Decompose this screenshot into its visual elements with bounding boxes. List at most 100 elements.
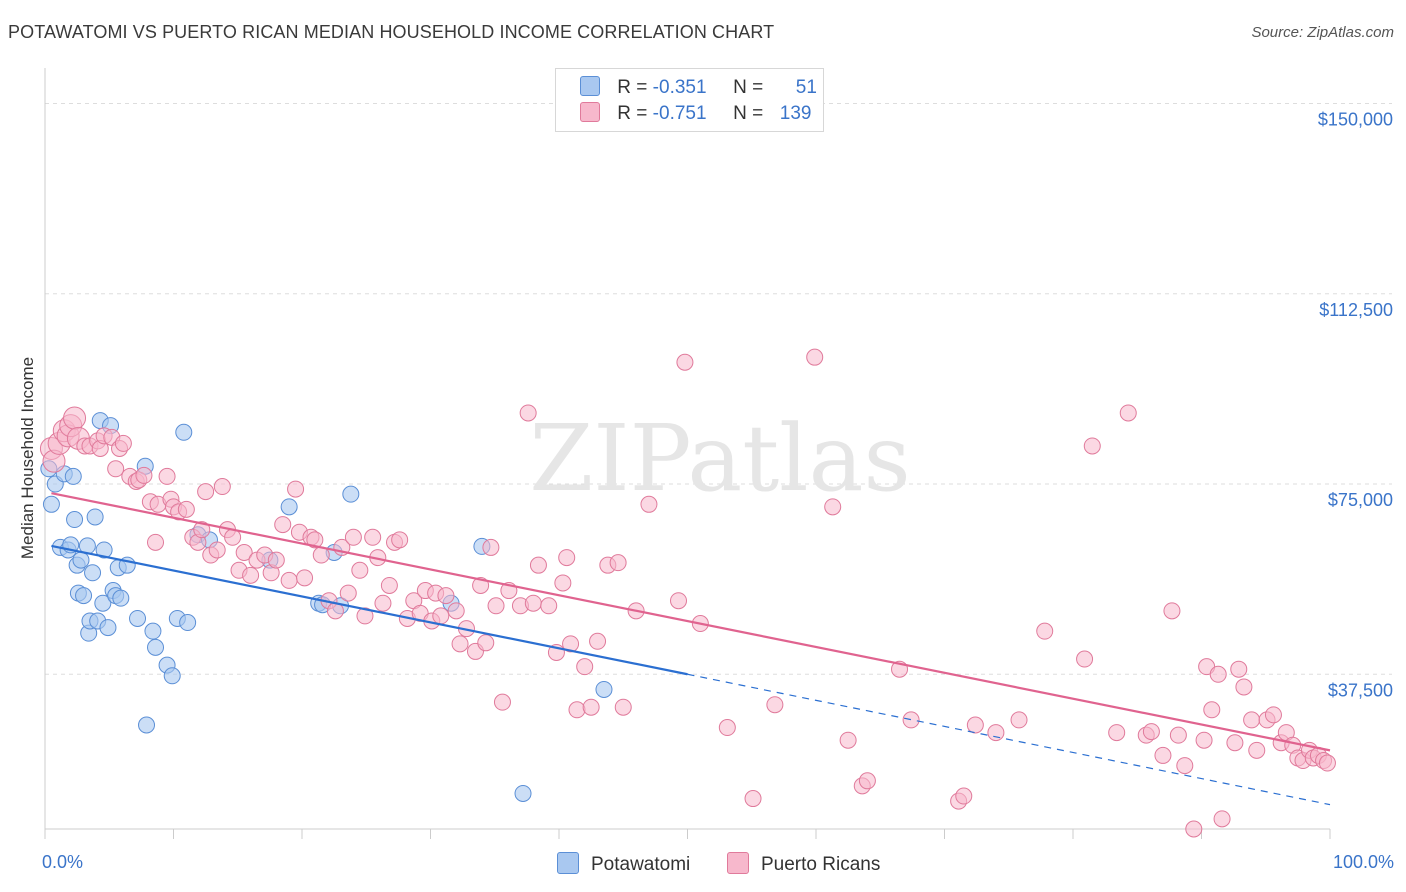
legend-n-value: 51 (795, 77, 817, 98)
data-point (1076, 650, 1094, 668)
data-point (75, 587, 93, 605)
data-point (1243, 711, 1261, 729)
data-point (1154, 746, 1172, 764)
data-point (72, 551, 90, 569)
data-point (514, 784, 532, 802)
data-point (147, 638, 165, 656)
data-point (437, 587, 455, 605)
y-axis-label: Median Household Income (18, 356, 37, 560)
y-tick-label: $112,500 (1319, 300, 1393, 320)
data-point (213, 478, 231, 496)
bottom-legend-swatch-pink (727, 852, 749, 874)
data-point (1036, 622, 1054, 640)
data-point (147, 533, 165, 551)
bottom-legend-puerto-ricans: Puerto Ricans (727, 852, 880, 876)
data-point (356, 607, 374, 625)
trend-lines (51, 492, 1331, 806)
legend-r-label: R = (617, 77, 648, 98)
data-point (84, 564, 102, 582)
data-point (1209, 665, 1227, 683)
legend-n-label: N = (733, 77, 764, 98)
data-point (477, 634, 495, 652)
data-point (95, 541, 113, 559)
legend-r-value: -0.751 (652, 103, 707, 124)
data-point (235, 544, 253, 562)
data-point (589, 632, 607, 650)
data-point (138, 716, 156, 734)
data-point (63, 406, 87, 430)
data-point (614, 698, 632, 716)
data-point (64, 467, 82, 485)
watermark: ZIPatlas (529, 405, 910, 512)
x-tick-label-min: 0.0% (42, 852, 84, 872)
data-point (1169, 726, 1187, 744)
legend-n-label: N = (733, 103, 764, 124)
data-point (364, 528, 382, 546)
data-point (42, 495, 60, 513)
data-point (987, 724, 1005, 742)
data-point (1176, 757, 1194, 775)
data-point (242, 566, 260, 584)
y-tick-label: $37,500 (1328, 680, 1393, 700)
data-point (306, 531, 324, 549)
data-point (487, 597, 505, 615)
data-point (380, 576, 398, 594)
data-point (1213, 810, 1231, 828)
data-point (1185, 820, 1203, 838)
legend-swatch-blue (580, 76, 600, 96)
data-point (280, 571, 298, 589)
trend-line-puerto-ricans (51, 492, 1331, 752)
correlation-legend: R = -0.351 N = 51 R = -0.751 N = 139 (555, 68, 824, 132)
data-point (839, 731, 857, 749)
data-point (193, 521, 211, 539)
data-point (129, 609, 147, 627)
data-point (609, 554, 627, 572)
data-point (493, 693, 511, 711)
data-point (640, 495, 658, 513)
data-point (175, 423, 193, 441)
data-point (280, 498, 298, 516)
data-point (351, 561, 369, 579)
data-point (1083, 437, 1101, 455)
data-point (568, 701, 586, 719)
legend-swatch-pink (580, 102, 600, 122)
bottom-legend-label: Potawatomi (591, 854, 691, 875)
y-tick-label: $150,000 (1318, 110, 1393, 130)
legend-row-puerto-ricans: R = -0.751 N = 139 (580, 102, 811, 126)
data-point (676, 353, 694, 371)
data-point (374, 594, 392, 612)
chart-source: Source: ZipAtlas.com (1251, 24, 1394, 41)
data-point (562, 635, 580, 653)
bottom-legend-label: Puerto Ricans (761, 854, 881, 875)
data-point (99, 619, 117, 637)
data-point (670, 592, 688, 610)
trend-line-potawatomi (51, 544, 688, 676)
data-point (1230, 660, 1248, 678)
data-point (582, 698, 600, 716)
legend-r-label: R = (617, 103, 648, 124)
data-point (595, 680, 613, 698)
data-point (1010, 711, 1028, 729)
data-point (824, 498, 842, 516)
data-point (766, 696, 784, 714)
data-point (966, 716, 984, 734)
data-point (447, 602, 465, 620)
data-point (94, 594, 112, 612)
data-point (432, 607, 450, 625)
data-point (902, 711, 920, 729)
data-point (482, 538, 500, 556)
series-puerto-ricans-points (39, 348, 1336, 838)
data-point (274, 516, 292, 534)
data-point (1248, 741, 1266, 759)
data-point (86, 508, 104, 526)
y-tick-label: $75,000 (1328, 490, 1393, 510)
x-tick-label-max: 100.0% (1332, 852, 1394, 872)
data-point (744, 790, 762, 808)
data-point (1119, 404, 1137, 422)
data-point (267, 551, 285, 569)
bottom-legend-potawatomi: Potawatomi (557, 852, 690, 876)
data-point (529, 556, 547, 574)
data-point (339, 584, 357, 602)
data-point (179, 614, 197, 632)
trend-line-potawatomi-extension (687, 673, 1331, 806)
